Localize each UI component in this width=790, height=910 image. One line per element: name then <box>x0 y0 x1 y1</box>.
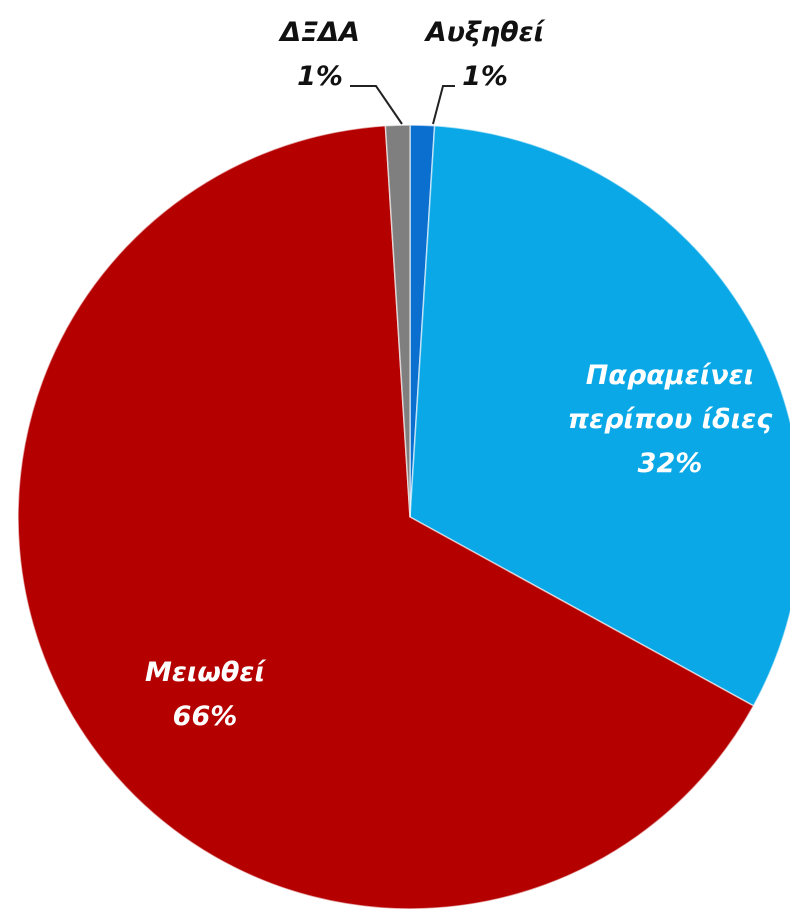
slice-value: 1% <box>297 61 343 92</box>
leader-line <box>432 85 455 125</box>
pie-slice <box>17 124 755 910</box>
slice-name: ΔΞΔΑ <box>280 17 360 48</box>
slice-name: Αυξηθεί <box>425 17 545 48</box>
pie-slice <box>409 124 790 707</box>
slice-value: 32% <box>637 448 703 479</box>
pie-slice <box>384 124 411 518</box>
slice-name: Παραμείνει περίπου ίδιες <box>567 360 773 435</box>
leader-line <box>350 85 403 125</box>
slice-value: 66% <box>172 701 238 732</box>
slice-label: ΔΞΔΑ 1% <box>220 11 420 99</box>
slice-label: Αυξηθεί 1% <box>385 11 585 99</box>
slice-name: Μειωθεί <box>145 657 265 688</box>
slice-label: Μειωθεί 66% <box>105 651 305 739</box>
slice-label: Παραμείνει περίπου ίδιες 32% <box>550 354 790 486</box>
slice-value: 1% <box>462 61 508 92</box>
